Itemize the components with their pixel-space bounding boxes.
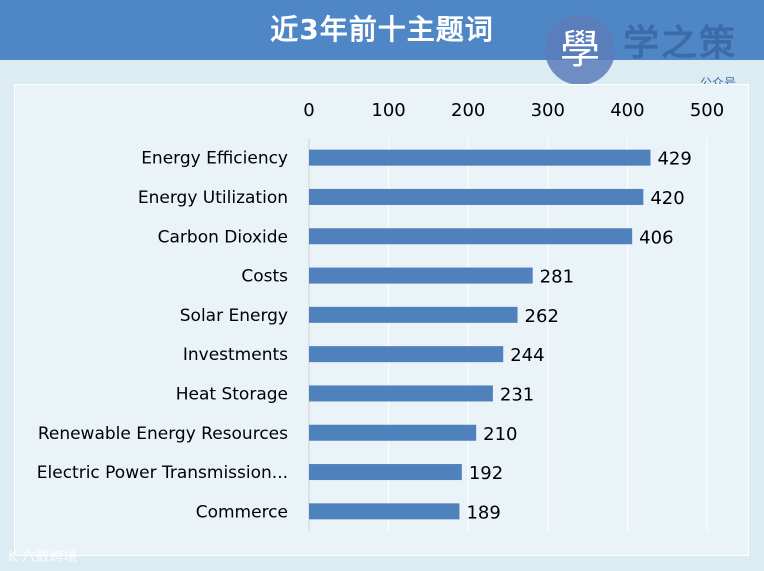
category-label: Renewable Energy Resources <box>38 424 288 444</box>
logo-text: 学之策 <box>623 23 738 64</box>
data-label: 281 <box>540 267 574 288</box>
x-tick-label: 100 <box>371 100 405 121</box>
bar <box>309 424 477 441</box>
bar <box>309 188 644 205</box>
bar <box>309 385 493 402</box>
category-label: Carbon Dioxide <box>158 227 288 247</box>
category-label: Investments <box>183 345 288 365</box>
bar <box>309 267 533 284</box>
bar <box>309 464 462 481</box>
data-label: 244 <box>510 345 544 366</box>
data-label: 231 <box>500 384 534 405</box>
logo-badge <box>545 15 615 85</box>
x-tick-label: 300 <box>531 100 565 121</box>
bar <box>309 306 518 323</box>
x-tick-label: 500 <box>690 100 724 121</box>
category-label: Costs <box>241 267 288 287</box>
category-label: Electric Power Transmission... <box>37 463 288 483</box>
data-label: 189 <box>466 502 500 523</box>
data-label: 192 <box>469 463 503 484</box>
data-label: 262 <box>525 306 559 327</box>
x-tick-label: 200 <box>451 100 485 121</box>
bar <box>309 503 460 520</box>
category-label: Commerce <box>196 502 288 522</box>
title-bar <box>0 0 764 60</box>
x-tick-label: 0 <box>303 100 314 121</box>
category-label: Heat Storage <box>176 384 288 404</box>
watermark: K 六数跨境 <box>8 549 78 565</box>
data-label: 420 <box>650 188 684 209</box>
bar <box>309 346 504 363</box>
category-label: Energy Utilization <box>138 188 288 208</box>
category-label: Solar Energy <box>180 306 288 326</box>
data-label: 406 <box>639 227 673 248</box>
data-label: 210 <box>483 424 517 445</box>
page-title: 近3年前十主题词 <box>270 13 494 46</box>
x-tick-label: 400 <box>610 100 644 121</box>
category-label: Energy Efficiency <box>141 149 288 169</box>
bar <box>309 228 633 245</box>
bar <box>309 149 651 166</box>
data-label: 429 <box>657 149 691 170</box>
logo-glyph: 學 <box>560 27 600 73</box>
